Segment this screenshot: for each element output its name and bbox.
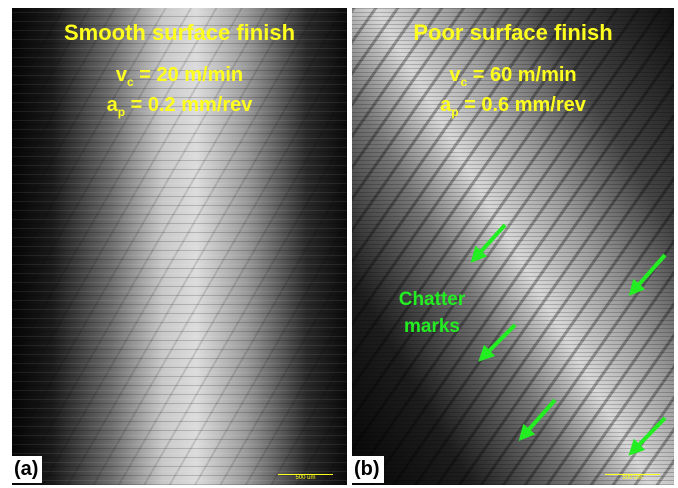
- arrow: [634, 255, 665, 290]
- arrow: [484, 325, 515, 356]
- arrow: [634, 418, 665, 450]
- arrow: [524, 400, 555, 435]
- page: Smooth surface finish vc = 20 m/min ap =…: [0, 0, 678, 488]
- arrows: [0, 0, 678, 488]
- arrow: [476, 225, 505, 257]
